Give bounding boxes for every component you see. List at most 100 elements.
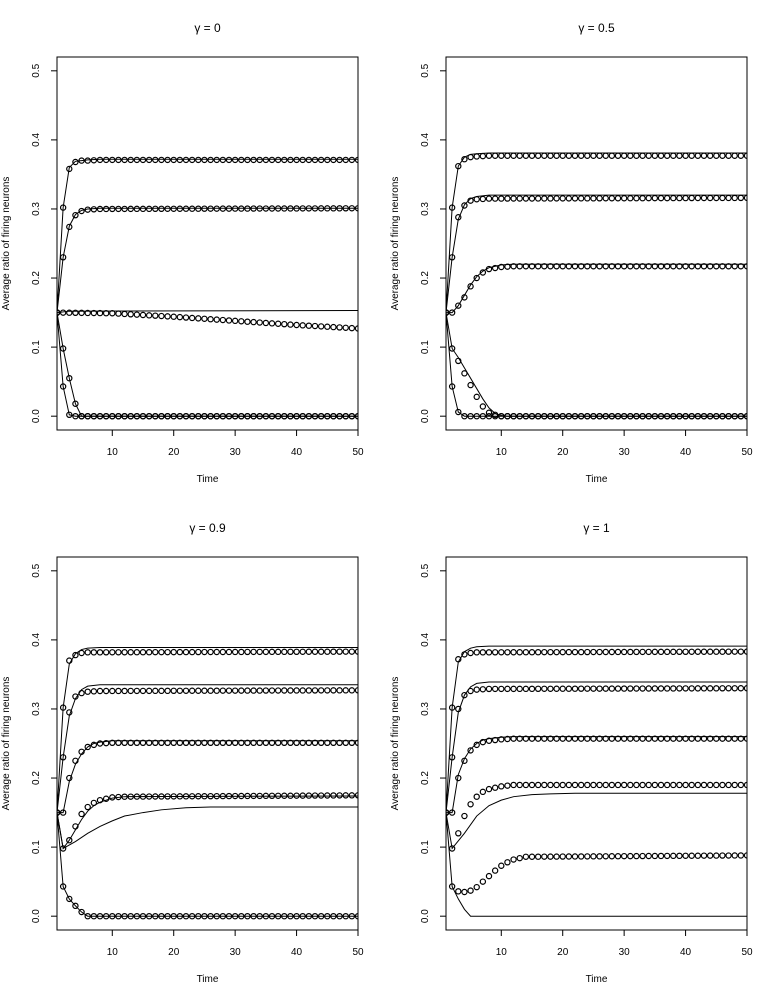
data-point <box>158 412 165 420</box>
x-tick-label: 40 <box>680 947 692 958</box>
chart-title: γ = 0 <box>194 21 221 35</box>
data-point <box>620 263 628 270</box>
data-point <box>244 205 251 212</box>
data-point <box>96 205 104 213</box>
data-point <box>676 412 683 420</box>
data-point <box>534 685 542 693</box>
data-point <box>213 316 220 323</box>
data-point <box>657 412 665 420</box>
data-point <box>627 781 634 789</box>
data-point <box>676 263 683 270</box>
data-point <box>133 649 141 656</box>
data-point <box>565 853 573 860</box>
data-point <box>115 912 122 920</box>
data-point <box>299 156 306 164</box>
data-point <box>688 685 695 692</box>
data-point <box>311 912 319 920</box>
data-point <box>121 156 128 164</box>
data-point <box>584 781 591 789</box>
data-point <box>571 152 579 159</box>
data-point <box>59 345 67 352</box>
data-point <box>694 735 702 742</box>
series-line-2 <box>57 207 358 313</box>
y-tick-label: 0.5 <box>420 63 431 77</box>
data-point <box>485 737 493 744</box>
data-point <box>317 323 325 330</box>
data-point <box>219 412 227 420</box>
data-point <box>152 156 159 164</box>
data-point <box>633 781 640 789</box>
data-point <box>565 685 573 692</box>
data-point <box>547 412 554 420</box>
chart-title: γ = 0.5 <box>578 21 615 35</box>
data-point <box>688 648 695 655</box>
data-point <box>170 687 177 695</box>
x-axis-label: Time <box>197 474 219 485</box>
data-point <box>627 195 634 202</box>
data-point <box>207 205 214 212</box>
data-point <box>244 156 251 164</box>
y-tick-label: 0.4 <box>31 133 42 147</box>
data-point <box>72 400 79 407</box>
data-point <box>342 792 349 799</box>
data-point <box>688 263 695 270</box>
x-axis-label: Time <box>586 474 608 485</box>
data-point <box>473 793 480 800</box>
data-point <box>84 412 91 420</box>
data-point <box>645 685 652 692</box>
data-point <box>510 649 517 656</box>
data-point <box>139 412 147 420</box>
data-point <box>608 735 616 742</box>
series-markers-8 <box>57 309 358 332</box>
data-point <box>281 205 288 212</box>
data-point <box>115 687 122 695</box>
data-point <box>342 324 349 331</box>
data-point <box>713 852 720 859</box>
series-markers-11 <box>57 809 358 920</box>
data-point <box>467 283 474 290</box>
data-point <box>485 152 493 159</box>
data-point <box>324 739 331 747</box>
data-point <box>620 852 628 860</box>
data-point <box>256 156 263 164</box>
data-point <box>213 687 220 694</box>
data-point <box>348 648 356 655</box>
data-point <box>145 412 153 420</box>
data-point <box>602 152 609 159</box>
data-point <box>645 263 652 270</box>
data-point <box>541 685 548 692</box>
y-tick-label: 0.0 <box>31 409 42 423</box>
series-markers-6 <box>446 648 747 816</box>
data-point <box>219 739 227 747</box>
data-point <box>448 309 456 316</box>
data-point <box>547 648 554 656</box>
data-point <box>127 412 134 420</box>
data-point <box>121 793 128 800</box>
data-point <box>219 156 227 164</box>
data-point <box>330 323 337 331</box>
data-point <box>584 735 591 742</box>
data-point <box>694 852 702 859</box>
data-point <box>731 263 738 270</box>
data-point <box>479 738 487 746</box>
data-point <box>725 781 732 789</box>
x-tick-label: 10 <box>496 947 508 958</box>
data-point <box>231 317 239 325</box>
data-point <box>547 781 554 789</box>
data-point <box>614 781 622 789</box>
data-point <box>336 648 343 655</box>
data-point <box>299 792 306 799</box>
data-point <box>467 412 474 420</box>
data-point <box>731 781 738 789</box>
data-point <box>127 912 134 920</box>
data-point <box>164 687 171 695</box>
data-point <box>713 685 720 692</box>
data-point <box>559 853 566 860</box>
data-point <box>207 316 214 323</box>
data-point <box>250 648 257 656</box>
data-point <box>731 194 738 202</box>
data-point <box>305 205 313 212</box>
data-point <box>663 781 671 789</box>
data-point <box>448 345 456 352</box>
data-point <box>737 194 745 202</box>
